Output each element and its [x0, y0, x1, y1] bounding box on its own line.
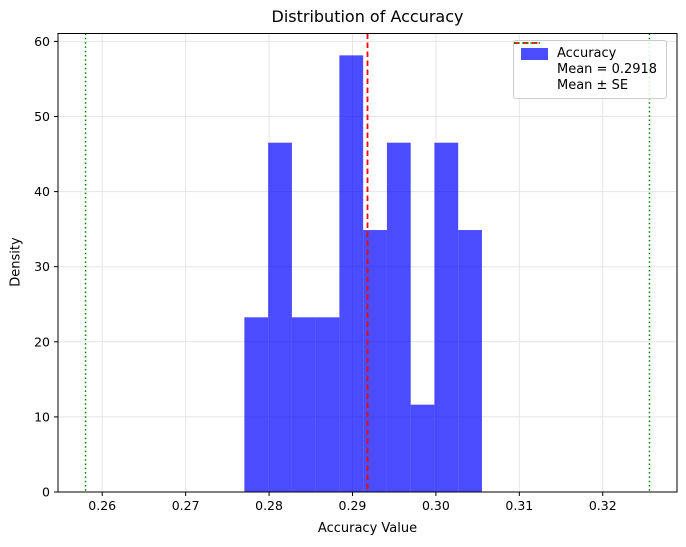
- plot-border: [57, 33, 678, 493]
- legend-item-accuracy: Accuracy: [521, 46, 658, 62]
- dotted-line-icon: [514, 42, 548, 93]
- x-tick-label: 0.26: [88, 498, 116, 513]
- x-tick-label: 0.27: [172, 498, 200, 513]
- x-tick-label: 0.31: [505, 498, 533, 513]
- legend-item-mean: Mean = 0.2918: [514, 42, 658, 78]
- histogram-bar: [434, 142, 459, 492]
- legend-label: Accuracy: [557, 46, 617, 62]
- y-tick-label: 50: [34, 109, 50, 124]
- histogram-bar: [315, 317, 340, 492]
- chart-title: Distribution of Accuracy: [271, 7, 464, 26]
- histogram-bar: [458, 230, 482, 493]
- histogram-bar: [244, 317, 269, 492]
- histogram-bar: [363, 230, 387, 493]
- y-tick-label: 10: [34, 409, 50, 424]
- legend-label: Mean = 0.2918: [557, 62, 658, 77]
- legend-box: Accuracy Mean = 0.2918 Mean ± SE: [513, 40, 667, 99]
- accuracy-patch-icon: [521, 46, 548, 61]
- y-tick-label: 0: [42, 485, 50, 500]
- y-tick-label: 40: [34, 184, 50, 199]
- histogram-bar: [268, 142, 292, 492]
- histogram-bar: [410, 404, 435, 492]
- x-tick-label: 0.32: [589, 498, 617, 513]
- x-axis-label: Accuracy Value: [317, 521, 418, 536]
- legend-item-se: Mean ± SE: [514, 42, 658, 93]
- histogram-bar: [291, 317, 316, 492]
- x-tick-label: 0.30: [422, 498, 450, 513]
- dashed-line-icon: [514, 42, 548, 77]
- histogram-bar: [386, 142, 411, 492]
- y-tick-label: 20: [34, 334, 50, 349]
- y-tick-label: 30: [34, 259, 50, 274]
- histogram-bar: [339, 55, 364, 492]
- x-tick-label: 0.29: [339, 498, 367, 513]
- legend-label: Mean ± SE: [557, 77, 629, 93]
- y-tick-label: 60: [34, 34, 50, 49]
- y-axis-label: Density: [8, 237, 24, 287]
- x-tick-label: 0.28: [255, 498, 283, 513]
